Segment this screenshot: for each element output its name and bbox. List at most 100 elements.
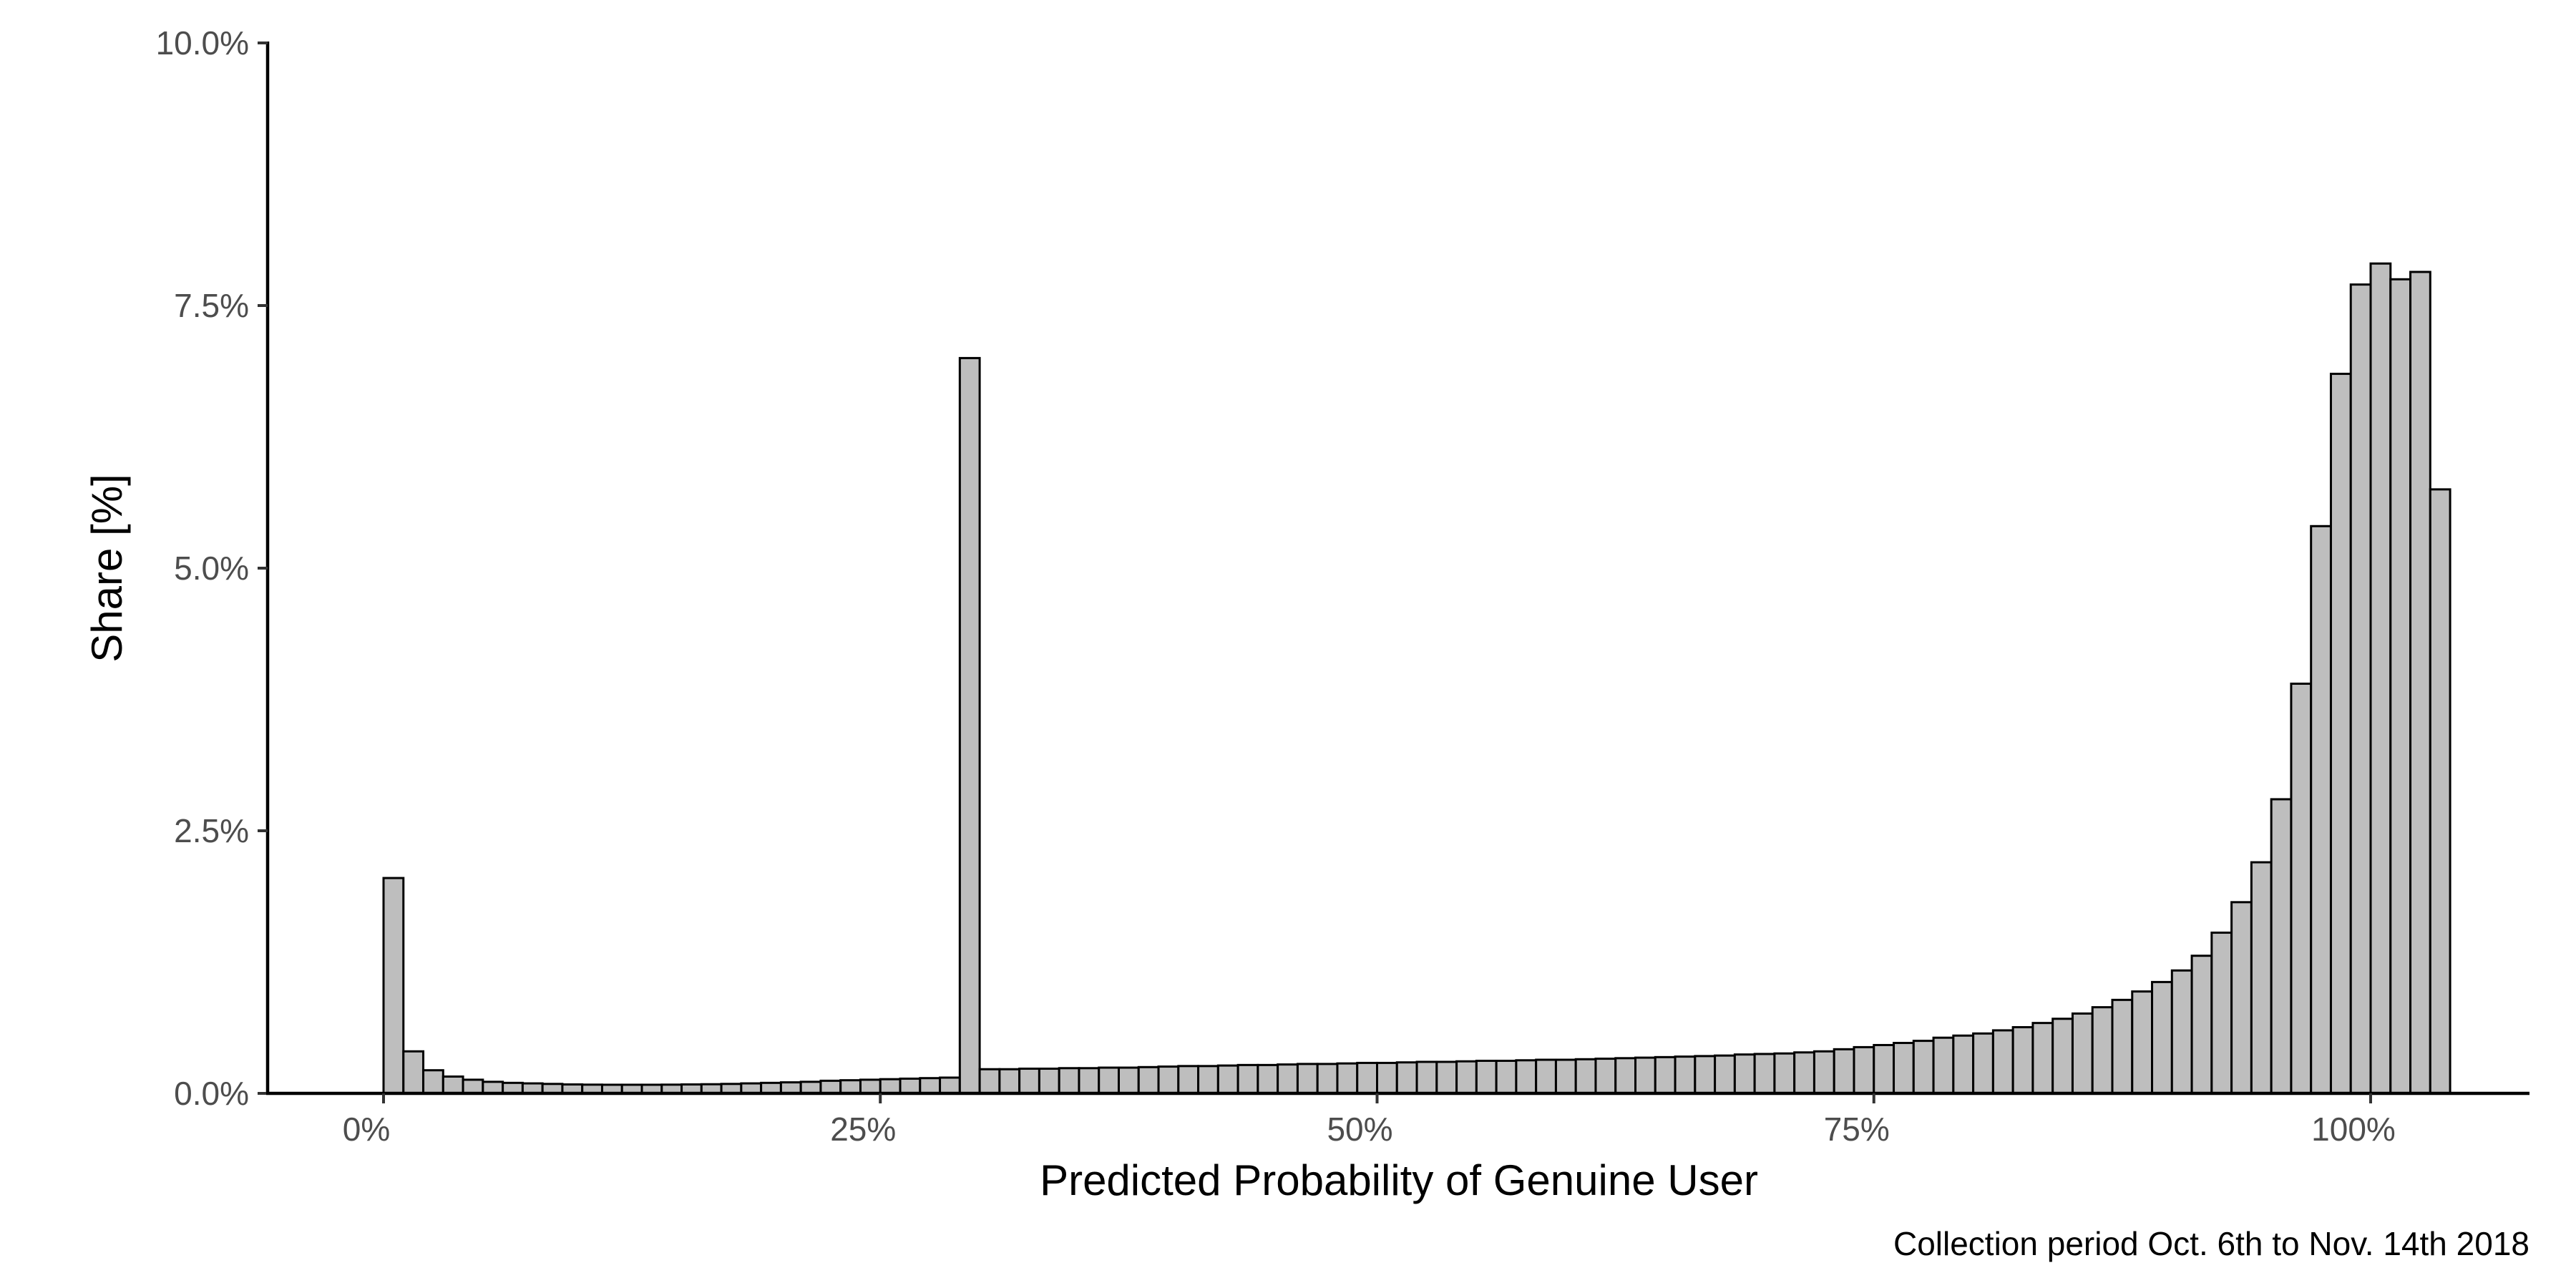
histogram-bar: [1714, 1054, 1736, 1095]
histogram-bar: [1912, 1040, 1935, 1095]
histogram-bar: [2111, 998, 2134, 1095]
histogram-bar: [1614, 1057, 1637, 1095]
histogram-bar: [2250, 861, 2273, 1095]
y-tick-label: 0.0%: [174, 1075, 249, 1112]
histogram-bar: [1455, 1060, 1478, 1095]
x-tick-label: 100%: [2311, 1111, 2396, 1148]
histogram-bar: [1078, 1067, 1101, 1095]
histogram-bar: [1932, 1036, 1955, 1095]
histogram-bar: [839, 1079, 862, 1095]
histogram-bar: [482, 1080, 504, 1095]
histogram-bar: [1991, 1029, 2014, 1095]
histogram-bar: [1654, 1055, 1677, 1095]
x-tick-label: 25%: [830, 1111, 896, 1148]
histogram-bar: [1952, 1034, 1975, 1095]
x-tick-label: 75%: [1824, 1111, 1890, 1148]
histogram-bar: [1296, 1063, 1319, 1095]
histogram-bar: [1117, 1066, 1140, 1095]
histogram-bar: [1793, 1051, 1815, 1095]
histogram-bar: [958, 356, 981, 1095]
chart-caption: Collection period Oct. 6th to Nov. 14th …: [1893, 1225, 2529, 1262]
histogram-bar: [1236, 1063, 1259, 1095]
histogram-bar: [1853, 1045, 1875, 1095]
histogram-bar: [1336, 1062, 1359, 1095]
histogram-bar: [1376, 1061, 1398, 1095]
histogram-bar: [2190, 955, 2213, 1095]
histogram-bar: [2349, 283, 2372, 1095]
histogram-bar: [2151, 980, 2173, 1095]
histogram-bar: [1873, 1043, 1896, 1095]
histogram-bar: [2310, 525, 2332, 1095]
histogram-bar: [919, 1077, 942, 1095]
y-tick-label: 2.5%: [174, 812, 249, 849]
histogram-bar: [1554, 1058, 1577, 1095]
histogram-bar: [1177, 1065, 1200, 1095]
histogram-bar: [1674, 1055, 1697, 1095]
histogram-bar: [1058, 1067, 1080, 1095]
histogram-bar: [2031, 1022, 2054, 1095]
histogram-bar: [879, 1078, 902, 1095]
histogram-bar: [1733, 1053, 1756, 1095]
histogram-bar: [859, 1078, 882, 1095]
histogram-bar: [2270, 798, 2293, 1095]
histogram-bar: [1277, 1063, 1299, 1095]
histogram-bar: [1038, 1068, 1060, 1095]
histogram-bar: [1197, 1065, 1219, 1095]
histogram-bar: [2091, 1006, 2114, 1095]
x-axis-title: Predicted Probability of Genuine User: [1040, 1156, 1758, 1204]
x-tick-label: 50%: [1327, 1111, 1392, 1148]
histogram-bar: [1018, 1068, 1040, 1095]
histogram-bar: [1813, 1050, 1835, 1095]
histogram-bar: [2170, 969, 2193, 1095]
histogram-bar: [1833, 1048, 1855, 1095]
y-tick-label: 5.0%: [174, 550, 249, 587]
histogram-bar: [1475, 1059, 1498, 1095]
histogram-bar: [1395, 1061, 1418, 1095]
histogram-bar: [1694, 1055, 1717, 1095]
histogram-bar: [899, 1077, 922, 1095]
histogram-bar: [462, 1078, 484, 1095]
histogram-bar: [1137, 1065, 1160, 1095]
histogram-bar: [1753, 1053, 1776, 1095]
histogram-bar: [779, 1081, 802, 1095]
histogram-bar: [2230, 901, 2253, 1095]
histogram-bar: [382, 877, 405, 1095]
histogram-bar: [2131, 990, 2154, 1095]
y-axis-title: Share [%]: [83, 474, 131, 662]
histogram-bar: [978, 1068, 1001, 1095]
y-tick-label: 7.5%: [174, 287, 249, 324]
histogram-bar: [2329, 372, 2352, 1095]
histogram-bar: [1893, 1042, 1915, 1095]
histogram-bar: [1574, 1058, 1597, 1095]
histogram-bar: [1435, 1060, 1458, 1095]
histogram-bar: [2071, 1012, 2094, 1095]
histogram-bar: [1356, 1061, 1378, 1095]
histogram-bar: [1257, 1063, 1279, 1095]
y-tick-label: 10.0%: [156, 24, 249, 62]
histogram-bar: [2409, 270, 2431, 1095]
histogram-bar: [1495, 1059, 1518, 1095]
histogram-bars: [382, 262, 2451, 1095]
histogram-bar: [2290, 682, 2313, 1095]
histogram-bar: [998, 1068, 1021, 1095]
x-axis: 0% 25% 50% 75% 100%: [266, 1091, 2529, 1148]
histogram-bar: [1216, 1064, 1239, 1095]
histogram-bar: [2011, 1026, 2034, 1095]
histogram-bar: [1773, 1052, 1796, 1095]
histogram-bar: [2429, 488, 2451, 1095]
histogram-bar: [1535, 1058, 1557, 1095]
histogram-bar: [1316, 1063, 1339, 1095]
histogram-bar: [819, 1079, 842, 1095]
histogram-bar: [422, 1069, 444, 1095]
histogram-bar: [1594, 1058, 1617, 1095]
histogram-bar: [402, 1050, 425, 1095]
histogram-bar: [1634, 1056, 1657, 1095]
histogram-bar: [1415, 1060, 1438, 1095]
histogram-bar: [2389, 278, 2412, 1095]
histogram-bar: [1098, 1066, 1120, 1095]
histogram-bar: [2210, 931, 2233, 1095]
histogram-bar: [799, 1080, 822, 1095]
y-axis: 0.0% 2.5% 5.0% 7.5% 10.0%: [156, 24, 270, 1112]
histogram-bar: [1972, 1032, 1994, 1095]
